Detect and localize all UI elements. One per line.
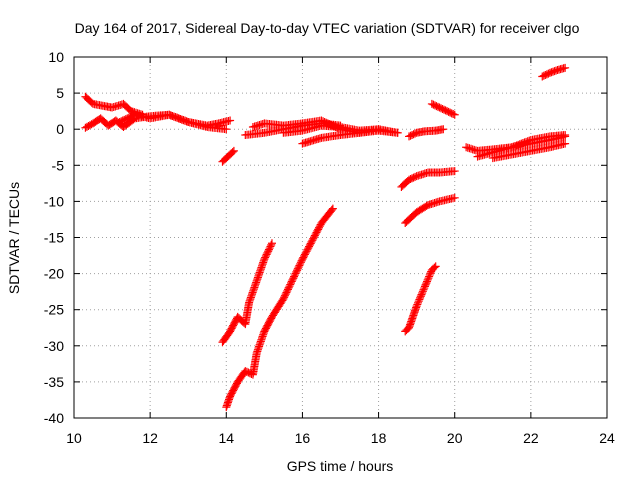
y-tick-label: 0 xyxy=(56,121,64,137)
grid xyxy=(74,57,607,418)
series-arc-1a xyxy=(81,92,147,119)
data-point xyxy=(450,167,459,176)
data-point xyxy=(267,239,276,248)
data-point xyxy=(416,292,425,301)
chart-title: Day 164 of 2017, Sidereal Day-to-day VTE… xyxy=(75,20,580,36)
data-point xyxy=(226,116,235,125)
data-point xyxy=(267,240,276,249)
series-arc-3 xyxy=(218,239,276,347)
data-point xyxy=(416,293,425,302)
y-tick-label: -10 xyxy=(44,193,64,209)
data-point xyxy=(421,280,430,289)
data-point xyxy=(222,125,231,134)
x-tick-label: 22 xyxy=(523,430,539,446)
data-point xyxy=(414,297,423,306)
data-point xyxy=(422,279,431,288)
data-point xyxy=(393,128,402,137)
data-point xyxy=(412,302,421,311)
series-arc-11c xyxy=(488,139,570,163)
data-point xyxy=(413,300,422,309)
x-tick-label: 18 xyxy=(371,430,387,446)
data-point xyxy=(327,205,336,214)
data-point xyxy=(431,262,440,271)
x-tick-label: 24 xyxy=(599,430,615,446)
y-tick-label: -20 xyxy=(44,266,64,282)
data-point xyxy=(423,277,432,286)
y-tick-label: -40 xyxy=(44,410,64,426)
series-arc-5c xyxy=(279,121,383,137)
series-arc-2 xyxy=(218,146,238,166)
data-point xyxy=(439,125,448,134)
data-point xyxy=(414,298,423,307)
x-tick-label: 16 xyxy=(295,430,311,446)
data-point xyxy=(228,148,237,157)
series-arc-8 xyxy=(401,262,440,336)
data-point xyxy=(450,110,459,119)
data-point xyxy=(450,193,459,202)
x-axis-label: GPS time / hours xyxy=(287,458,394,474)
data-point xyxy=(419,285,428,294)
data-point xyxy=(449,110,458,119)
y-tick-label: -35 xyxy=(44,374,64,390)
x-tick-label: 14 xyxy=(218,430,234,446)
y-axis-label: SDTVAR / TECUs xyxy=(6,182,22,294)
y-tick-label: -30 xyxy=(44,338,64,354)
data-point xyxy=(525,136,534,145)
y-tick-label: 5 xyxy=(56,85,64,101)
series-arc-11b xyxy=(473,130,570,161)
x-tick-label: 12 xyxy=(142,430,158,446)
data-point xyxy=(415,295,424,304)
data-point xyxy=(425,272,434,281)
series-arc-1c xyxy=(115,110,231,134)
data-point xyxy=(424,274,433,283)
data-point xyxy=(430,263,439,272)
data-point xyxy=(417,290,426,299)
data-point xyxy=(420,284,429,293)
data-point xyxy=(425,270,434,279)
series-arc-9 xyxy=(405,125,448,141)
data-point xyxy=(328,204,337,213)
data-point xyxy=(426,269,435,278)
data-point xyxy=(561,130,570,139)
data-point xyxy=(229,146,238,155)
plot-frame xyxy=(73,56,608,419)
y-tick-label: -5 xyxy=(52,157,65,173)
series-arc-12 xyxy=(538,63,570,81)
data-point xyxy=(420,282,429,291)
series-arc-6 xyxy=(397,167,459,191)
series-arc-4 xyxy=(222,204,337,412)
data-marks xyxy=(81,63,570,412)
y-tick-label: 10 xyxy=(48,49,64,65)
data-point xyxy=(561,139,570,148)
axis-ticks: 10 12 14 16 18 20 22 24 10 5 0 -5 -10 -15 -20 -25 -30 -35… xyxy=(44,49,615,446)
data-point xyxy=(418,287,427,296)
x-tick-label: 10 xyxy=(66,430,82,446)
data-point xyxy=(182,117,191,126)
series-arc-10 xyxy=(427,99,459,119)
series-arc-7 xyxy=(401,193,459,228)
x-tick-label: 20 xyxy=(447,430,463,446)
series-arc-5d xyxy=(298,125,402,148)
data-point xyxy=(423,275,432,284)
data-point xyxy=(418,288,427,297)
y-tick-label: -15 xyxy=(44,230,64,246)
data-point xyxy=(561,63,570,72)
y-tick-label: -25 xyxy=(44,302,64,318)
